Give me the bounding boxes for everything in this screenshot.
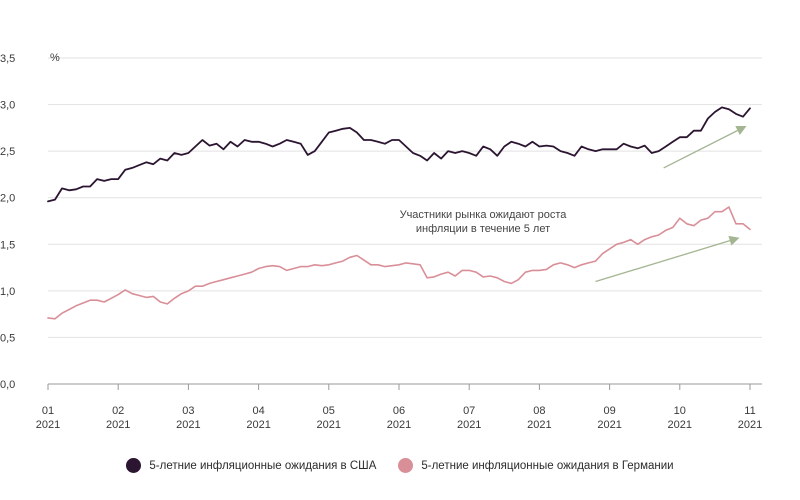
grid <box>48 57 762 385</box>
trend-arrow-head <box>728 235 740 246</box>
y-tick-label: 2,0 <box>0 193 15 205</box>
trend-arrow-head <box>735 126 747 135</box>
trend-arrow-shaft <box>595 240 731 283</box>
annotation-line-1: Участники рынка ожидают роста <box>400 209 568 221</box>
trend-arrows <box>595 126 747 283</box>
x-tick-label-year: 2021 <box>597 419 621 431</box>
y-tick-label: 2,5 <box>0 146 15 158</box>
x-tick-label-month: 08 <box>533 405 545 417</box>
x-tick-label-month: 03 <box>182 405 194 417</box>
line-chart: 0,00,51,01,52,02,53,03,5 % 0120210220210… <box>0 52 762 431</box>
y-tick-label: 3,5 <box>0 53 15 65</box>
x-tick-label-month: 04 <box>252 405 264 417</box>
y-axis-unit: % <box>50 52 60 64</box>
y-axis: 0,0 0,5 1,0 1,5 2,0 2,5 3,0 3,5 <box>0 53 15 391</box>
x-tick-label-year: 2021 <box>668 419 692 431</box>
series <box>47 106 751 320</box>
y-tick-label: 3,0 <box>0 100 15 112</box>
x-tick-label-month: 02 <box>112 405 124 417</box>
series-line-germany <box>47 206 751 320</box>
x-tick-label-year: 2021 <box>457 419 481 431</box>
annotation-line-2: инфляции в течение 5 лет <box>416 223 550 235</box>
trend-arrow-shaft <box>663 129 738 169</box>
x-tick-label-month: 01 <box>42 405 54 417</box>
y-tick-label: 1,5 <box>0 239 15 251</box>
x-tick-label-year: 2021 <box>387 419 411 431</box>
legend-marker-us <box>126 458 142 473</box>
x-tick-label-year: 2021 <box>527 419 551 431</box>
series-line-us <box>47 106 751 203</box>
x-tick-label-month: 07 <box>463 405 475 417</box>
x-tick-label-year: 2021 <box>176 419 200 431</box>
x-tick-label-month: 11 <box>744 405 755 417</box>
legend-marker-germany <box>398 458 414 473</box>
x-tick-label-year: 2021 <box>317 419 341 431</box>
x-tick-label-year: 2021 <box>246 419 270 431</box>
legend-label-germany: 5-летние инфляционные ожидания в Германи… <box>421 459 674 472</box>
x-tick-label-month: 05 <box>323 405 335 417</box>
x-tick-label-month: 09 <box>603 405 615 417</box>
legend-label-us: 5-летние инфляционные ожидания в США <box>149 459 377 472</box>
x-tick-label-year: 2021 <box>106 419 130 431</box>
y-tick-label: 0,0 <box>0 379 15 391</box>
x-tick-label-month: 10 <box>674 405 686 417</box>
x-tick-label-month: 06 <box>393 405 405 417</box>
x-tick-label-year: 2021 <box>738 419 762 431</box>
x-axis: 01 2021 02 2021 03 2021 04 2021 05 2021 06 2021 07 20… <box>36 384 762 431</box>
legend: 5-летние инфляционные ожидания в США 5-л… <box>0 458 800 473</box>
x-tick-label-year: 2021 <box>36 419 60 431</box>
legend-item-us: 5-летние инфляционные ожидания в США <box>126 458 376 473</box>
y-tick-label: 0,5 <box>0 332 15 344</box>
legend-item-germany: 5-летние инфляционные ожидания в Германи… <box>398 458 674 473</box>
y-tick-label: 1,0 <box>0 286 15 298</box>
